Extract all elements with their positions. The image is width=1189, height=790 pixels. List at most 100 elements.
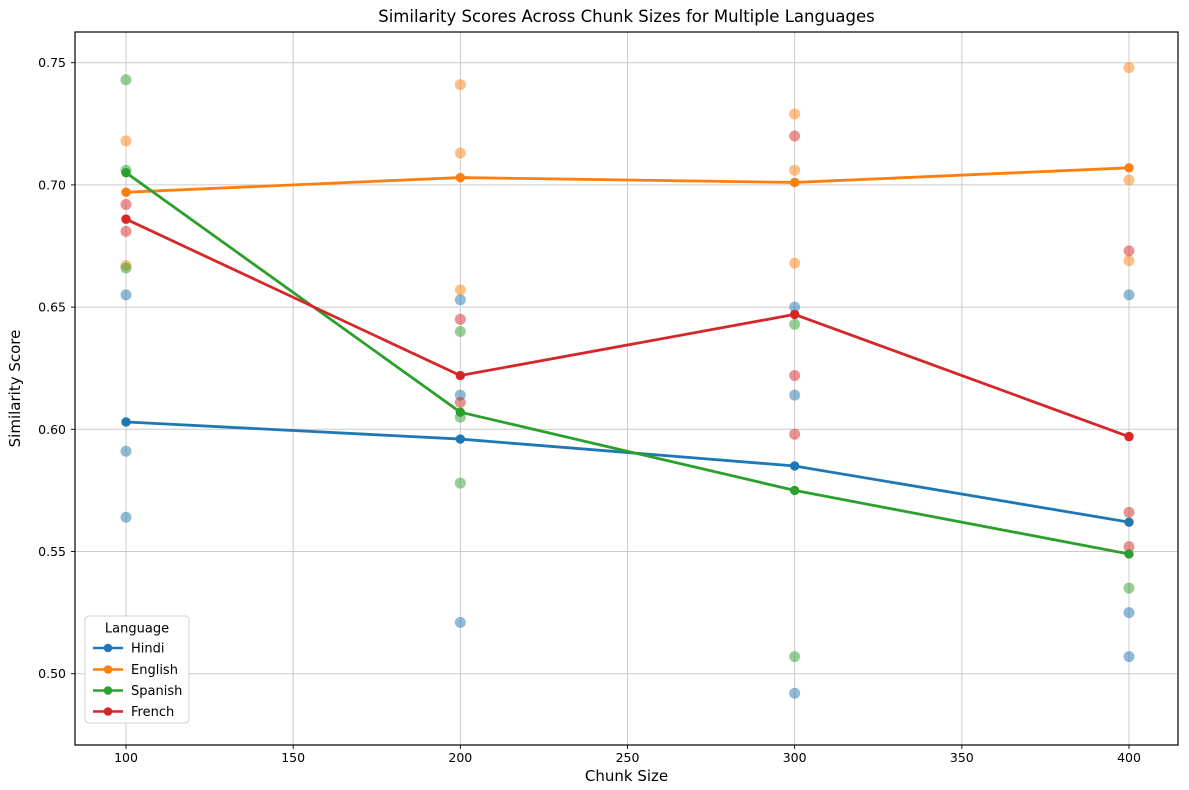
legend-marker-dot <box>103 686 113 695</box>
series-marker <box>789 461 800 471</box>
scatter-group-spanish <box>120 74 1135 663</box>
scatter-point <box>120 198 132 210</box>
series-line-spanish <box>124 171 1131 556</box>
series-marker <box>455 370 466 381</box>
legend-title: Language <box>105 622 169 637</box>
y-tick-label: 0.50 <box>38 666 66 681</box>
scatter-point <box>454 147 466 159</box>
series-marker <box>789 485 800 496</box>
x-tick-label: 100 <box>114 750 138 765</box>
scatter-point <box>789 318 801 330</box>
legend-item-hindi: Hindi <box>93 642 165 657</box>
scatter-group-english <box>120 62 1135 296</box>
scatter-point <box>1123 289 1135 301</box>
chart-title: Similarity Scores Across Chunk Sizes for… <box>378 7 874 26</box>
scatter-point <box>454 477 466 489</box>
scatter-point <box>1123 255 1135 267</box>
legend-item-label: French <box>131 705 174 720</box>
series-marker <box>1124 163 1134 173</box>
scatter-point <box>454 284 466 296</box>
scatter-group-hindi <box>120 289 1135 699</box>
scatter-point <box>120 511 132 523</box>
scatter-point <box>454 294 466 306</box>
scatter-point <box>1123 607 1135 619</box>
series-marker <box>455 407 466 417</box>
legend: Language Hindi English Spanish French <box>84 615 190 724</box>
plot-border <box>74 31 1179 746</box>
legend-item-label: Spanish <box>131 684 182 699</box>
y-tick-label: 0.60 <box>38 422 66 437</box>
scatter-point <box>1123 245 1135 257</box>
scatter-point <box>120 74 132 86</box>
scatter-point <box>454 79 466 91</box>
series-english <box>121 163 1134 197</box>
gridlines <box>75 32 1178 745</box>
legend-item-label: English <box>131 663 178 678</box>
scatter-point <box>789 108 801 120</box>
legend-item-french: French <box>93 705 174 720</box>
series-marker <box>1124 549 1134 559</box>
y-tick-label: 0.65 <box>38 300 66 315</box>
x-tick-label: 150 <box>281 750 305 765</box>
y-tick-label: 0.75 <box>38 55 66 70</box>
series-marker <box>455 172 466 183</box>
x-tick-label: 350 <box>950 750 974 765</box>
x-tick-label: 200 <box>448 750 472 765</box>
y-tick-label: 0.55 <box>38 544 66 559</box>
series-marker <box>121 167 131 178</box>
scatter-point <box>120 262 132 274</box>
legend-box <box>84 615 190 724</box>
scatter-point <box>1123 506 1135 518</box>
scatter-point <box>120 225 132 237</box>
legend-item-english: English <box>93 663 178 678</box>
x-tick-label: 400 <box>1117 750 1141 765</box>
scatter-point <box>789 130 801 142</box>
scatter-point <box>789 428 801 440</box>
scatter-point <box>1123 62 1135 74</box>
series-marker <box>121 417 131 427</box>
scatter-point <box>789 687 801 699</box>
scatter-point <box>454 313 466 325</box>
scatter-point <box>789 370 801 382</box>
legend-item-label: Hindi <box>131 642 165 657</box>
scatter-point <box>789 164 801 176</box>
scatter-point <box>120 289 132 301</box>
scatter-point <box>120 135 132 147</box>
series-french <box>121 214 1134 442</box>
x-tick-label: 300 <box>783 750 807 765</box>
x-axis-label: Chunk Size <box>585 767 668 785</box>
scatter-point <box>1123 651 1135 663</box>
scatter-point <box>1123 174 1135 186</box>
scatter-point <box>454 396 466 408</box>
scatter-point <box>789 651 801 663</box>
series-line-english <box>124 166 1131 194</box>
scatter-point <box>1123 582 1135 594</box>
x-tick-label: 250 <box>616 750 640 765</box>
series-marker <box>455 434 466 444</box>
legend-marker-dot <box>103 707 113 716</box>
series-marker <box>1124 517 1134 527</box>
scatter-group-french <box>120 130 1135 553</box>
series-marker <box>121 187 131 197</box>
series-marker <box>121 214 131 224</box>
legend-marker-dot <box>103 665 113 674</box>
scatter-point <box>789 257 801 269</box>
series-spanish <box>121 167 1134 559</box>
scatter-point <box>1123 541 1135 553</box>
series-marker <box>789 177 800 188</box>
scatter-point <box>789 301 801 313</box>
y-tick-label: 0.70 <box>38 177 66 192</box>
scatter-point <box>120 445 132 457</box>
tick-marks <box>71 62 1130 749</box>
series-marker <box>789 309 800 320</box>
series-line-french <box>124 217 1131 439</box>
y-axis-label: Similarity Score <box>6 330 24 448</box>
legend-item-spanish: Spanish <box>93 684 182 699</box>
scatter-point <box>789 389 801 401</box>
series-marker <box>1124 431 1134 442</box>
legend-marker-dot <box>103 643 113 653</box>
scatter-point <box>454 326 466 338</box>
scatter-point <box>454 616 466 628</box>
